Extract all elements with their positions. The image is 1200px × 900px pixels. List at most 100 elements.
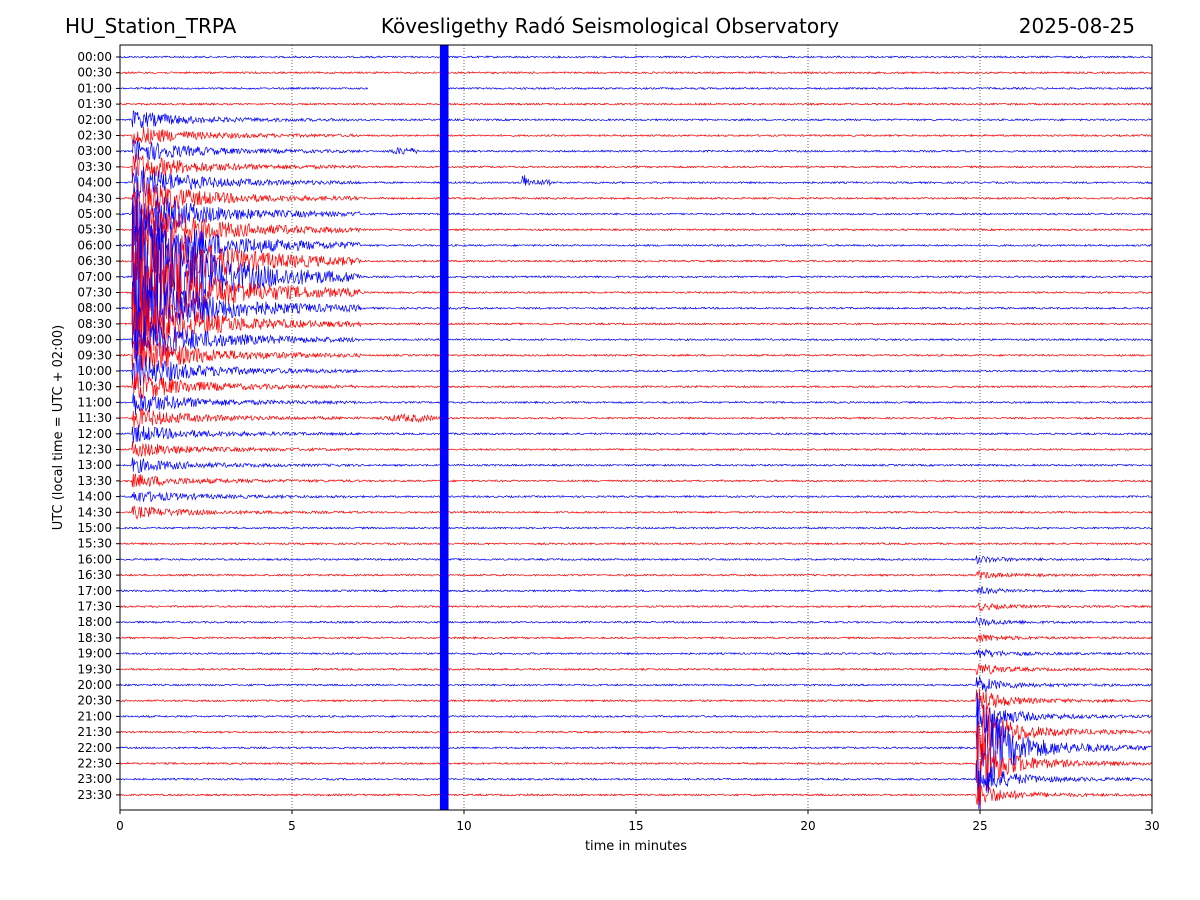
trace-0600 xyxy=(119,205,1153,289)
y-tick-label: 09:00 xyxy=(77,333,112,347)
trace-1700 xyxy=(119,586,1153,595)
data-spike-band xyxy=(439,45,449,810)
trace-0830 xyxy=(119,291,1152,358)
trace-1600 xyxy=(119,555,1153,565)
x-axis-label: time in minutes xyxy=(585,839,687,854)
trace-2300 xyxy=(119,760,1153,801)
y-tick-label: 19:00 xyxy=(77,647,112,661)
y-tick-label: 01:00 xyxy=(77,81,112,95)
trace-0230 xyxy=(119,126,1153,147)
y-tick-label: 22:00 xyxy=(77,741,112,755)
trace-0900 xyxy=(119,311,1153,369)
trace-1130 xyxy=(119,407,1153,429)
trace-2000 xyxy=(119,676,1153,692)
y-tick-label: 04:30 xyxy=(77,191,112,205)
y-tick-label: 05:00 xyxy=(77,207,112,221)
y-tick-label: 11:30 xyxy=(77,411,112,425)
trace-1730 xyxy=(119,601,1153,612)
y-tick-label: 21:30 xyxy=(77,725,112,739)
y-tick-label: 15:00 xyxy=(77,521,112,535)
trace-1830 xyxy=(119,634,1153,643)
x-tick-label: 20 xyxy=(800,819,815,833)
x-tick-label: 30 xyxy=(1144,819,1159,833)
trace-1800 xyxy=(119,616,1153,627)
x-tick-label: 10 xyxy=(456,819,471,833)
y-tick-label: 18:30 xyxy=(77,631,112,645)
y-tick-label: 10:30 xyxy=(77,380,112,394)
trace-1500 xyxy=(119,526,1153,530)
y-tick-label: 23:30 xyxy=(77,788,112,802)
chart-title: Kövesligethy Radó Seismological Observat… xyxy=(380,14,840,38)
trace-1330 xyxy=(119,473,1153,488)
trace-1230 xyxy=(119,441,1152,457)
trace-0130 xyxy=(119,102,1153,106)
trace-2030 xyxy=(119,688,1153,714)
trace-0700 xyxy=(119,190,1153,351)
y-tick-label: 07:00 xyxy=(77,270,112,284)
y-tick-label: 19:30 xyxy=(77,662,112,676)
y-tick-label: 16:00 xyxy=(77,552,112,566)
y-tick-label: 03:00 xyxy=(77,144,112,158)
y-tick-label: 12:00 xyxy=(77,427,112,441)
y-tick-label: 02:00 xyxy=(77,113,112,127)
trace-0000 xyxy=(119,55,1152,59)
y-tick-label: 13:00 xyxy=(77,458,112,472)
station-name: HU_Station_TRPA xyxy=(65,14,237,38)
y-tick-label: 06:00 xyxy=(77,238,112,252)
trace-1200 xyxy=(119,424,1153,444)
trace-0530 xyxy=(119,191,1153,262)
trace-2200 xyxy=(119,692,1152,812)
x-tick-label: 25 xyxy=(972,819,987,833)
trace-0030 xyxy=(119,70,1153,75)
y-axis-label: UTC (local time = UTC + 02:00) xyxy=(51,325,66,530)
y-tick-label: 21:00 xyxy=(77,709,112,723)
trace-1000 xyxy=(119,354,1153,390)
trace-1430 xyxy=(120,505,1153,520)
x-tick-label: 15 xyxy=(628,819,643,833)
trace-2130 xyxy=(120,704,1153,766)
y-tick-label: 04:00 xyxy=(77,176,112,190)
trace-0100 xyxy=(119,86,1153,91)
y-tick-label: 15:30 xyxy=(77,537,112,551)
trace-group xyxy=(119,55,1153,812)
y-tick-label: 07:30 xyxy=(77,286,112,300)
y-tick-label: 13:30 xyxy=(77,474,112,488)
trace-0200 xyxy=(119,109,1153,128)
y-tick-label: 03:30 xyxy=(77,160,112,174)
trace-1400 xyxy=(119,491,1153,503)
trace-1100 xyxy=(120,392,1153,415)
x-tick-label: 0 xyxy=(116,819,124,833)
trace-0630 xyxy=(119,197,1153,322)
y-tick-label: 14:30 xyxy=(77,505,112,519)
trace-1300 xyxy=(119,457,1153,473)
y-tick-label: 00:00 xyxy=(77,50,112,64)
x-tick-label: 5 xyxy=(288,819,296,833)
y-tick-label: 10:00 xyxy=(77,364,112,378)
trace-0730 xyxy=(119,223,1153,362)
y-tick-label: 00:30 xyxy=(77,66,112,80)
y-tick-label: 17:30 xyxy=(77,600,112,614)
trace-1030 xyxy=(119,371,1153,400)
trace-1930 xyxy=(119,663,1153,675)
trace-0800 xyxy=(119,263,1153,358)
y-tick-label: 22:30 xyxy=(77,757,112,771)
trace-0300 xyxy=(119,139,1152,163)
y-tick-label: 20:30 xyxy=(77,694,112,708)
x-axis-ticks: 0 5 10 15 20 25 30 xyxy=(116,810,1160,833)
y-tick-label: 23:00 xyxy=(77,772,112,786)
y-tick-label: 09:30 xyxy=(77,348,112,362)
grid-lines xyxy=(291,45,981,810)
trace-1630 xyxy=(119,570,1153,580)
trace-0500 xyxy=(119,183,1153,243)
y-tick-label: 06:30 xyxy=(77,254,112,268)
trace-2100 xyxy=(119,692,1153,733)
y-tick-label: 12:30 xyxy=(77,443,112,457)
trace-0400 xyxy=(119,166,1153,199)
trace-1530 xyxy=(119,541,1153,546)
y-tick-label: 18:00 xyxy=(77,615,112,629)
trace-2330 xyxy=(119,782,1153,808)
y-tick-label: 02:30 xyxy=(77,129,112,143)
y-tick-label: 08:00 xyxy=(77,301,112,315)
